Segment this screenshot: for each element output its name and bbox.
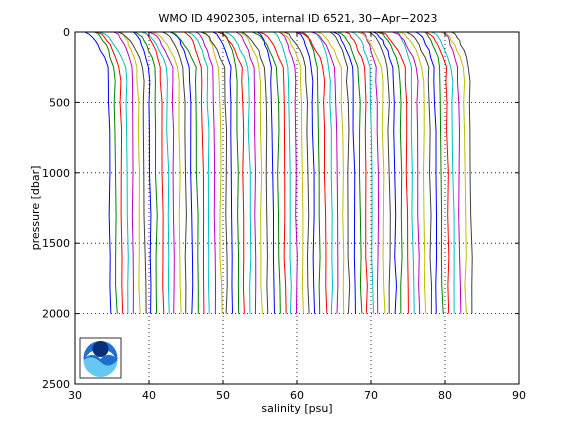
y-tick-label: 0 — [63, 26, 70, 39]
profile-line — [235, 31, 257, 314]
profile-line — [238, 31, 263, 314]
y-tick-label: 1000 — [42, 167, 70, 180]
profile-line — [415, 31, 438, 314]
x-tick-label: 80 — [438, 389, 452, 402]
profile-line — [424, 31, 444, 314]
profile-line — [329, 31, 351, 314]
grid — [75, 32, 519, 384]
profile-line — [113, 31, 134, 314]
x-tick-label: 30 — [68, 389, 82, 402]
profile-line — [283, 31, 310, 314]
profile-line — [84, 31, 112, 314]
profile-line — [316, 31, 345, 314]
plot-area: 30 40 50 60 70 80 90 0 500 1000 1500 2000 2500 — [42, 26, 526, 402]
profile-line — [298, 31, 328, 314]
profile-line — [425, 31, 450, 314]
x-tick-label: 50 — [216, 389, 230, 402]
profile-line — [141, 31, 165, 314]
profile-line — [273, 31, 292, 314]
profile-line — [392, 31, 421, 314]
profile-line — [259, 31, 287, 314]
profile-line — [278, 31, 298, 314]
y-axis-label: pressure [dbar] — [29, 166, 42, 251]
y-tick-label: 500 — [49, 96, 70, 109]
profile-line — [134, 31, 158, 314]
profile-line — [187, 31, 210, 314]
profile-line — [295, 31, 316, 314]
profile-line — [224, 31, 252, 314]
profile-line — [357, 31, 386, 314]
profile-line — [311, 31, 339, 314]
noara-logo — [79, 337, 122, 379]
profile-line — [351, 31, 374, 314]
profile-line — [217, 31, 245, 314]
profile-line — [312, 31, 333, 314]
profile-lines — [84, 31, 473, 314]
profile-line — [376, 31, 403, 314]
profile-line — [368, 31, 391, 314]
axis-ticks: 30 40 50 60 70 80 90 0 500 1000 1500 2000 2500 — [42, 26, 526, 402]
profile-line — [399, 31, 427, 314]
logo-gull — [86, 350, 115, 359]
profile-line — [118, 31, 141, 314]
profile-line — [431, 31, 455, 314]
profile-line — [94, 31, 118, 314]
profile-line — [337, 31, 363, 314]
profile-line — [212, 31, 234, 314]
profile-line — [202, 31, 223, 314]
profile-line — [148, 31, 175, 314]
x-tick-label: 40 — [142, 389, 156, 402]
profile-line — [152, 31, 182, 314]
chart-title: WMO ID 4902305, internal ID 6521, 30−Apr… — [158, 12, 437, 25]
logo-top — [92, 341, 109, 357]
profile-line — [162, 31, 187, 314]
profile-line — [256, 31, 275, 314]
profile-line — [195, 31, 217, 314]
profile-line — [451, 31, 473, 314]
x-tick-label: 60 — [290, 389, 304, 402]
profile-line — [241, 31, 269, 314]
profile-line — [251, 31, 281, 314]
y-tick-label: 1500 — [42, 237, 70, 250]
y-tick-label: 2000 — [42, 308, 70, 321]
y-tick-label: 2500 — [42, 378, 70, 391]
profile-line — [99, 31, 129, 314]
profile-line — [441, 31, 462, 314]
profile-line — [200, 31, 228, 314]
profile-line — [379, 31, 409, 314]
profile-line — [184, 31, 205, 314]
profile-line — [170, 31, 199, 314]
profile-line — [345, 31, 368, 314]
x-tick-label: 70 — [364, 389, 378, 402]
profile-line — [96, 31, 124, 314]
x-axis-label: salinity [psu] — [261, 402, 332, 415]
logo-wave — [83, 357, 118, 377]
x-tick-label: 90 — [512, 389, 526, 402]
profile-line — [332, 31, 356, 314]
profile-line — [117, 31, 147, 314]
profile-line — [373, 31, 397, 314]
profile-line — [406, 31, 433, 314]
profile-line — [279, 31, 304, 314]
profile-line — [396, 31, 415, 314]
profile-line — [441, 31, 467, 314]
profile-line — [132, 31, 152, 314]
profile-line — [141, 31, 170, 314]
